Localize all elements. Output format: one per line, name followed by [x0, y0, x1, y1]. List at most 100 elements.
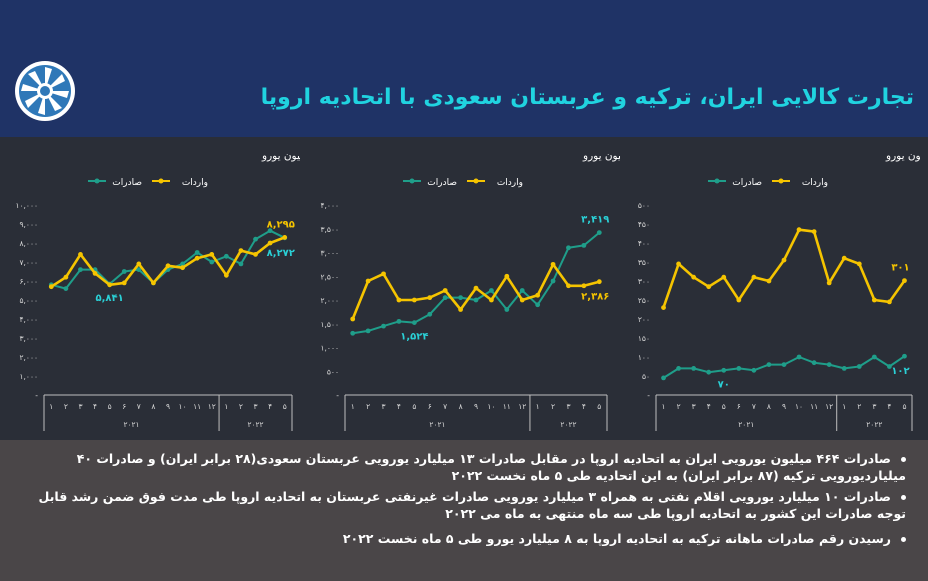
- imports-point: [194, 255, 200, 261]
- legend-imports-label: واردات: [802, 178, 828, 188]
- x-tick-label: ۹: [474, 402, 478, 411]
- exports-point: [365, 328, 371, 334]
- note-item: صادرات ۱۰ میلیارد یورویی اقلام نفتی به ه…: [16, 488, 906, 522]
- y-tick-label: -: [35, 391, 38, 400]
- bullet-icon: [901, 495, 906, 500]
- x-tick-label: ۱: [662, 402, 666, 411]
- exports-point: [841, 366, 847, 371]
- exports-point: [194, 250, 200, 255]
- imports-point: [267, 240, 273, 246]
- exports-point: [676, 366, 681, 371]
- note-text: صادرات ۴۶۴ میلیون یورویی ایران به اتحادی…: [76, 451, 906, 483]
- x-tick-label: ۷: [752, 402, 756, 411]
- exports-point: [736, 366, 742, 371]
- imports-point: [381, 271, 386, 277]
- imports-point: [661, 305, 666, 310]
- exports-point: [535, 302, 541, 308]
- x-tick-label: ۱: [49, 402, 53, 411]
- x-tick-label: ۴: [582, 402, 586, 411]
- year-label: ۲۰۲۱: [738, 420, 754, 429]
- imports-point: [796, 227, 802, 233]
- legend-imports-label: واردات: [497, 178, 523, 188]
- exports-point: [223, 253, 229, 259]
- exports-point: [721, 367, 727, 373]
- x-tick-label: ۶: [122, 402, 126, 411]
- x-tick-label: ۶: [428, 402, 432, 411]
- x-tick-label: ۲: [677, 402, 681, 411]
- exports-point: [136, 267, 142, 272]
- chart-iran: تجارت کالایی ایران با اتحادیه اروپا- میل…: [620, 137, 920, 440]
- y-tick-label: ۱۰,۰۰۰: [15, 201, 38, 210]
- imports-line: [351, 263, 600, 320]
- imports-point: [442, 288, 448, 293]
- exports-point: [691, 366, 697, 371]
- y-tick-label: -: [336, 391, 339, 400]
- x-tick-label: ۳: [566, 402, 570, 411]
- note-item: صادرات ۴۶۴ میلیون یورویی ایران به اتحادی…: [16, 450, 906, 484]
- imports-point: [78, 252, 83, 257]
- y-tick-label: ۱۵۰: [638, 334, 650, 343]
- y-tick-label: ۲,۰۰۰: [20, 353, 39, 362]
- x-tick-label: ۷: [443, 402, 447, 411]
- data-label: ۲,۳۸۶: [581, 292, 609, 303]
- x-tick-label: ۴: [887, 402, 891, 411]
- exports-point: [566, 245, 571, 251]
- x-tick-label: ۲: [551, 402, 555, 411]
- exports-point: [238, 261, 244, 267]
- x-tick-label: ۵: [722, 402, 726, 411]
- chart-title: تجارت کالایی ایران با اتحادیه اروپا- میل…: [885, 150, 920, 162]
- y-tick-label: ۶,۰۰۰: [20, 277, 39, 286]
- imports-point: [766, 278, 772, 284]
- x-tick-label: ۴: [93, 402, 97, 411]
- bullet-icon: [901, 457, 906, 462]
- x-tick-label: ۸: [151, 402, 155, 411]
- year-label: ۲۰۲۲: [866, 420, 882, 429]
- chart-turkey-svg: تجارت کالایی ترکیه با اتحادیه اروپا- میل…: [15, 150, 300, 431]
- x-tick-label: ۱: [536, 402, 540, 411]
- exports-point: [121, 269, 127, 274]
- exports-line: [662, 355, 906, 379]
- imports-point: [691, 274, 697, 280]
- imports-point: [736, 297, 742, 303]
- imports-point: [151, 280, 156, 286]
- imports-point: [136, 261, 142, 267]
- x-tick-label: ۷: [137, 402, 141, 411]
- legend-exports-marker: [94, 178, 100, 184]
- exports-point: [504, 307, 510, 312]
- x-tick-label: ۳: [872, 402, 876, 411]
- x-tick-label: ۲: [366, 402, 370, 411]
- x-tick-label: ۵: [283, 402, 287, 411]
- exports-point: [751, 367, 757, 373]
- y-tick-label: -: [647, 391, 650, 400]
- exports-point: [887, 364, 892, 369]
- y-tick-label: ۲,۰۰۰: [321, 296, 340, 305]
- x-tick-label: ۵: [597, 402, 601, 411]
- exports-point: [427, 311, 433, 317]
- imports-point: [706, 284, 712, 290]
- x-tick-label: ۵: [412, 402, 416, 411]
- exports-point: [350, 330, 356, 336]
- imports-point: [427, 295, 433, 301]
- imports-line: [50, 236, 286, 288]
- chart-saudi: تجارت کالایی عربستان با اتحادیه اروپا- م…: [305, 137, 620, 440]
- y-tick-label: ۱,۵۰۰: [321, 320, 340, 329]
- imports-point: [238, 248, 244, 253]
- charts-area: [0, 137, 928, 440]
- logo-icon: [15, 61, 75, 121]
- imports-point: [841, 255, 847, 261]
- imports-point: [365, 278, 371, 284]
- imports-point: [887, 299, 892, 305]
- y-tick-label: ۳,۵۰۰: [321, 225, 340, 234]
- imports-point: [811, 229, 817, 234]
- x-tick-label: ۲: [239, 402, 243, 411]
- x-tick-label: ۱۱: [810, 402, 818, 411]
- notes-box: صادرات ۴۶۴ میلیون یورویی ایران به اتحادی…: [0, 440, 928, 581]
- x-tick-label: ۳: [78, 402, 82, 411]
- imports-point: [519, 297, 525, 303]
- x-tick-label: ۳: [382, 402, 386, 411]
- imports-point: [282, 234, 288, 240]
- imports-point: [504, 273, 510, 279]
- y-tick-label: ۱۰۰: [638, 353, 650, 362]
- x-tick-label: ۵: [108, 402, 112, 411]
